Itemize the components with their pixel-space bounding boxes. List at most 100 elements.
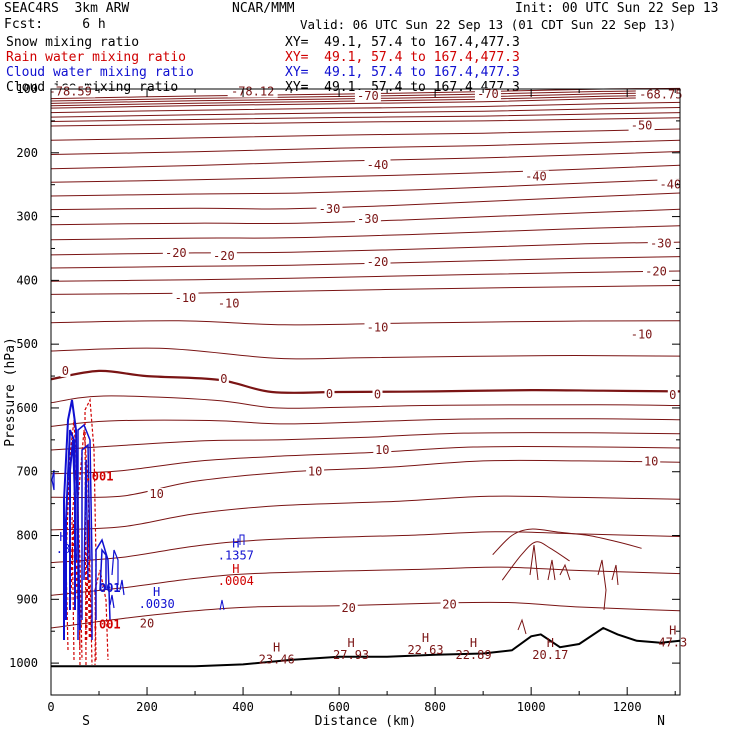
contour-label-bg xyxy=(667,389,678,402)
forecast-hour: Fcst: 6 h xyxy=(4,17,106,32)
extremum-value: 22.63 xyxy=(407,643,443,657)
x-tick-label: 600 xyxy=(328,700,350,714)
contour-label: 0 xyxy=(220,372,227,386)
contour-label: 20 xyxy=(442,597,456,611)
x-tick-label: 0 xyxy=(47,700,54,714)
contour-label: -20 xyxy=(367,255,389,269)
isotherm--30 xyxy=(50,192,681,211)
contour-label: -10 xyxy=(218,296,240,310)
contour-label-bg xyxy=(354,213,381,226)
isotherm-intermediate xyxy=(50,566,681,596)
y-tick-label: 200 xyxy=(16,146,38,160)
contour-label: 10 xyxy=(375,443,389,457)
isotherm-intermediate xyxy=(50,395,681,409)
x-tick-label: 1200 xyxy=(613,700,642,714)
contour-label: 10 xyxy=(308,465,322,479)
model-title: SEAC4RS 3km ARW xyxy=(4,1,130,16)
contour-label-bg xyxy=(522,170,549,183)
extremum-marker: H xyxy=(669,623,676,637)
isotherm--10 xyxy=(50,285,681,295)
contour-label-bg xyxy=(147,488,166,501)
x-tick-label: 1000 xyxy=(517,700,546,714)
contour-label: 0 xyxy=(62,364,69,378)
contour-label: -30 xyxy=(319,202,341,216)
org-label: NCAR/MMM xyxy=(232,1,295,16)
y-tick-label: 500 xyxy=(16,337,38,351)
isotherm-intermediate xyxy=(50,531,681,564)
extremum-marker: H xyxy=(59,530,66,544)
x-tick-label: 200 xyxy=(136,700,158,714)
contour-label: 10 xyxy=(149,487,163,501)
legend-cloud-water: Cloud water mixing ratio xyxy=(6,65,194,80)
y-tick-label: 300 xyxy=(16,210,38,224)
extremum-marker: H xyxy=(347,636,354,650)
contour-label: -78.59 xyxy=(49,85,92,99)
y-tick-label: 600 xyxy=(16,401,38,415)
contour-label: -20 xyxy=(213,249,235,263)
contour-label-bg xyxy=(364,158,391,171)
y-tick-label: 900 xyxy=(16,592,38,606)
extremum-value: .8 xyxy=(56,542,70,556)
isotherm-intermediate xyxy=(50,107,681,118)
contour-label-bg xyxy=(218,373,229,386)
isotherm-intermediate xyxy=(50,270,681,282)
extremum-marker: H xyxy=(547,636,554,650)
x-tick-label: 400 xyxy=(232,700,254,714)
isotherm-intermediate xyxy=(50,178,681,197)
legend-cloud-water-xy: XY= 49.1, 57.4 to 167.4,477.3 xyxy=(285,65,520,80)
isotherm-bulge xyxy=(492,528,642,556)
extremum-marker: H xyxy=(153,585,160,599)
contour-label-bg xyxy=(316,202,343,215)
extremum-marker: H xyxy=(232,537,239,551)
contour-label: 20 xyxy=(341,601,355,615)
extremum-value: .001 xyxy=(92,581,121,595)
contour-label-bg xyxy=(215,297,242,310)
contour-label-bg xyxy=(642,265,669,278)
extremum-value: 22.89 xyxy=(455,648,491,662)
x-axis-label: Distance (km) xyxy=(315,714,417,729)
isotherm--60 xyxy=(50,96,681,109)
contour-label: -40 xyxy=(525,169,547,183)
south-label: S xyxy=(82,714,90,729)
contour-label-bg xyxy=(373,444,392,457)
isotherm-intermediate xyxy=(50,446,681,475)
isotherm-bulge xyxy=(501,541,570,581)
contour-label-bg xyxy=(372,388,383,401)
contour-label-bg xyxy=(635,88,686,101)
isotherm--50 xyxy=(50,117,681,127)
contour-label-bg xyxy=(354,90,381,103)
contour-label: -10 xyxy=(631,328,653,342)
contour-label-bg xyxy=(657,178,684,191)
isotherm-intermediate xyxy=(50,225,681,241)
isotherm-intermediate xyxy=(50,164,681,183)
extremum-value: 47.3 xyxy=(658,635,687,649)
y-tick-label: 400 xyxy=(16,273,38,287)
contour-label: -10 xyxy=(175,291,197,305)
isotherm-intermediate xyxy=(50,101,681,114)
contour-label: -30 xyxy=(650,236,672,250)
contour-label: -40 xyxy=(367,158,389,172)
contour-label-bg xyxy=(60,364,71,377)
contour-label: 0 xyxy=(669,388,676,402)
contour-label-bg xyxy=(324,387,335,400)
isotherm-intermediate xyxy=(50,139,681,155)
extremum-value: 23.46 xyxy=(259,653,295,667)
isotherm-intermediate xyxy=(50,347,681,360)
extremum-value: .0030 xyxy=(139,597,175,611)
contour-label-bg xyxy=(474,88,501,101)
y-tick-label: 1000 xyxy=(9,656,38,670)
extremum-marker: H xyxy=(470,636,477,650)
contour-label-bg xyxy=(628,119,655,132)
isotherm-intermediate xyxy=(50,208,681,226)
extremum-value: 20.17 xyxy=(532,648,568,662)
contour-label-bg xyxy=(647,237,674,250)
contour-label-bg xyxy=(364,255,391,268)
isotherm-intermediate xyxy=(50,112,681,122)
legend-snow-xy: XY= 49.1, 57.4 to 167.4,477.3 xyxy=(285,35,520,50)
contour-label: -20 xyxy=(165,246,187,260)
contour-label: -70 xyxy=(477,87,499,101)
init-time: Init: 00 UTC Sun 22 Sep 13 xyxy=(515,1,719,16)
isotherm-intermediate xyxy=(50,128,681,141)
